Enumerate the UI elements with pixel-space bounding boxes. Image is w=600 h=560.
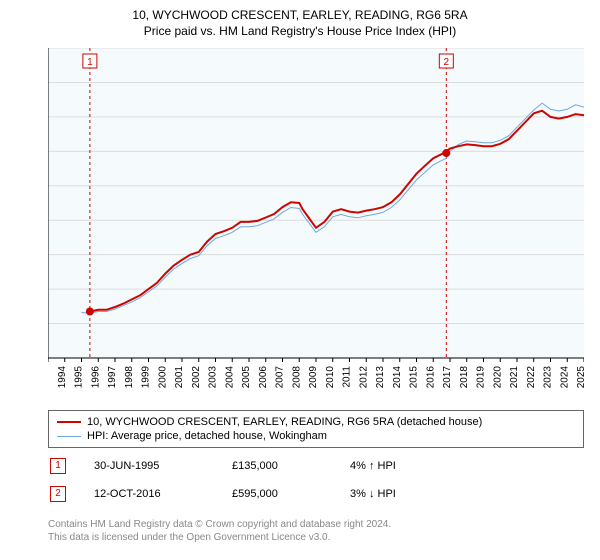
svg-text:1995: 1995 [74,366,85,389]
svg-text:1999: 1999 [141,366,152,389]
transaction-hpi: 3% ↓ HPI [350,488,440,500]
svg-text:2006: 2006 [258,366,269,389]
transaction-date: 30-JUN-1995 [94,460,224,472]
svg-text:2007: 2007 [275,366,286,389]
legend-label: 10, WYCHWOOD CRESCENT, EARLEY, READING, … [87,416,482,428]
svg-text:2022: 2022 [526,366,537,389]
transaction-row: 2 12-OCT-2016 £595,000 3% ↓ HPI [48,480,584,508]
svg-text:1997: 1997 [107,366,118,389]
price-chart: £0£100K£200K£300K£400K£500K£600K£700K£80… [48,48,584,400]
chart-title: 10, WYCHWOOD CRESCENT, EARLEY, READING, … [0,0,600,22]
svg-text:2023: 2023 [543,366,554,389]
chart-subtitle: Price paid vs. HM Land Registry's House … [0,22,600,38]
svg-text:2017: 2017 [442,366,453,389]
legend: 10, WYCHWOOD CRESCENT, EARLEY, READING, … [48,410,584,448]
svg-text:2020: 2020 [492,366,503,389]
transactions-table: 1 30-JUN-1995 £135,000 4% ↑ HPI 2 12-OCT… [48,452,584,508]
svg-text:2014: 2014 [392,366,403,389]
svg-text:2003: 2003 [208,366,219,389]
attribution-line: Contains HM Land Registry data © Crown c… [48,518,584,531]
attribution-line: This data is licensed under the Open Gov… [48,531,584,544]
svg-text:2005: 2005 [241,366,252,389]
attribution: Contains HM Land Registry data © Crown c… [48,518,584,544]
svg-text:2000: 2000 [157,366,168,389]
svg-text:2013: 2013 [375,366,386,389]
svg-text:2019: 2019 [476,366,487,389]
chart-container: 10, WYCHWOOD CRESCENT, EARLEY, READING, … [0,0,600,560]
svg-text:1: 1 [87,57,93,68]
svg-text:2024: 2024 [559,366,570,389]
svg-text:2004: 2004 [224,366,235,389]
transaction-date: 12-OCT-2016 [94,488,224,500]
transaction-price: £135,000 [232,460,342,472]
svg-text:2021: 2021 [509,366,520,389]
svg-text:2025: 2025 [576,366,584,389]
svg-text:2002: 2002 [191,366,202,389]
transaction-hpi: 4% ↑ HPI [350,460,440,472]
marker-badge-1: 1 [50,458,66,474]
svg-text:2011: 2011 [342,366,353,388]
legend-item: HPI: Average price, detached house, Woki… [57,429,575,443]
svg-text:1996: 1996 [90,366,101,389]
legend-swatch-hpi [57,436,81,437]
transaction-row: 1 30-JUN-1995 £135,000 4% ↑ HPI [48,452,584,480]
legend-label: HPI: Average price, detached house, Woki… [87,430,327,442]
svg-text:2012: 2012 [358,366,369,389]
svg-text:2009: 2009 [308,366,319,389]
svg-text:1998: 1998 [124,366,135,389]
svg-text:2015: 2015 [409,366,420,389]
svg-text:1994: 1994 [57,366,68,389]
svg-text:2001: 2001 [174,366,185,389]
legend-item: 10, WYCHWOOD CRESCENT, EARLEY, READING, … [57,415,575,429]
svg-text:2: 2 [444,57,450,68]
svg-text:1993: 1993 [48,366,51,389]
marker-badge-2: 2 [50,486,66,502]
svg-text:2016: 2016 [425,366,436,389]
svg-text:2018: 2018 [459,366,470,389]
svg-text:2010: 2010 [325,366,336,389]
svg-text:2008: 2008 [291,366,302,389]
legend-swatch-property [57,421,81,423]
transaction-price: £595,000 [232,488,342,500]
